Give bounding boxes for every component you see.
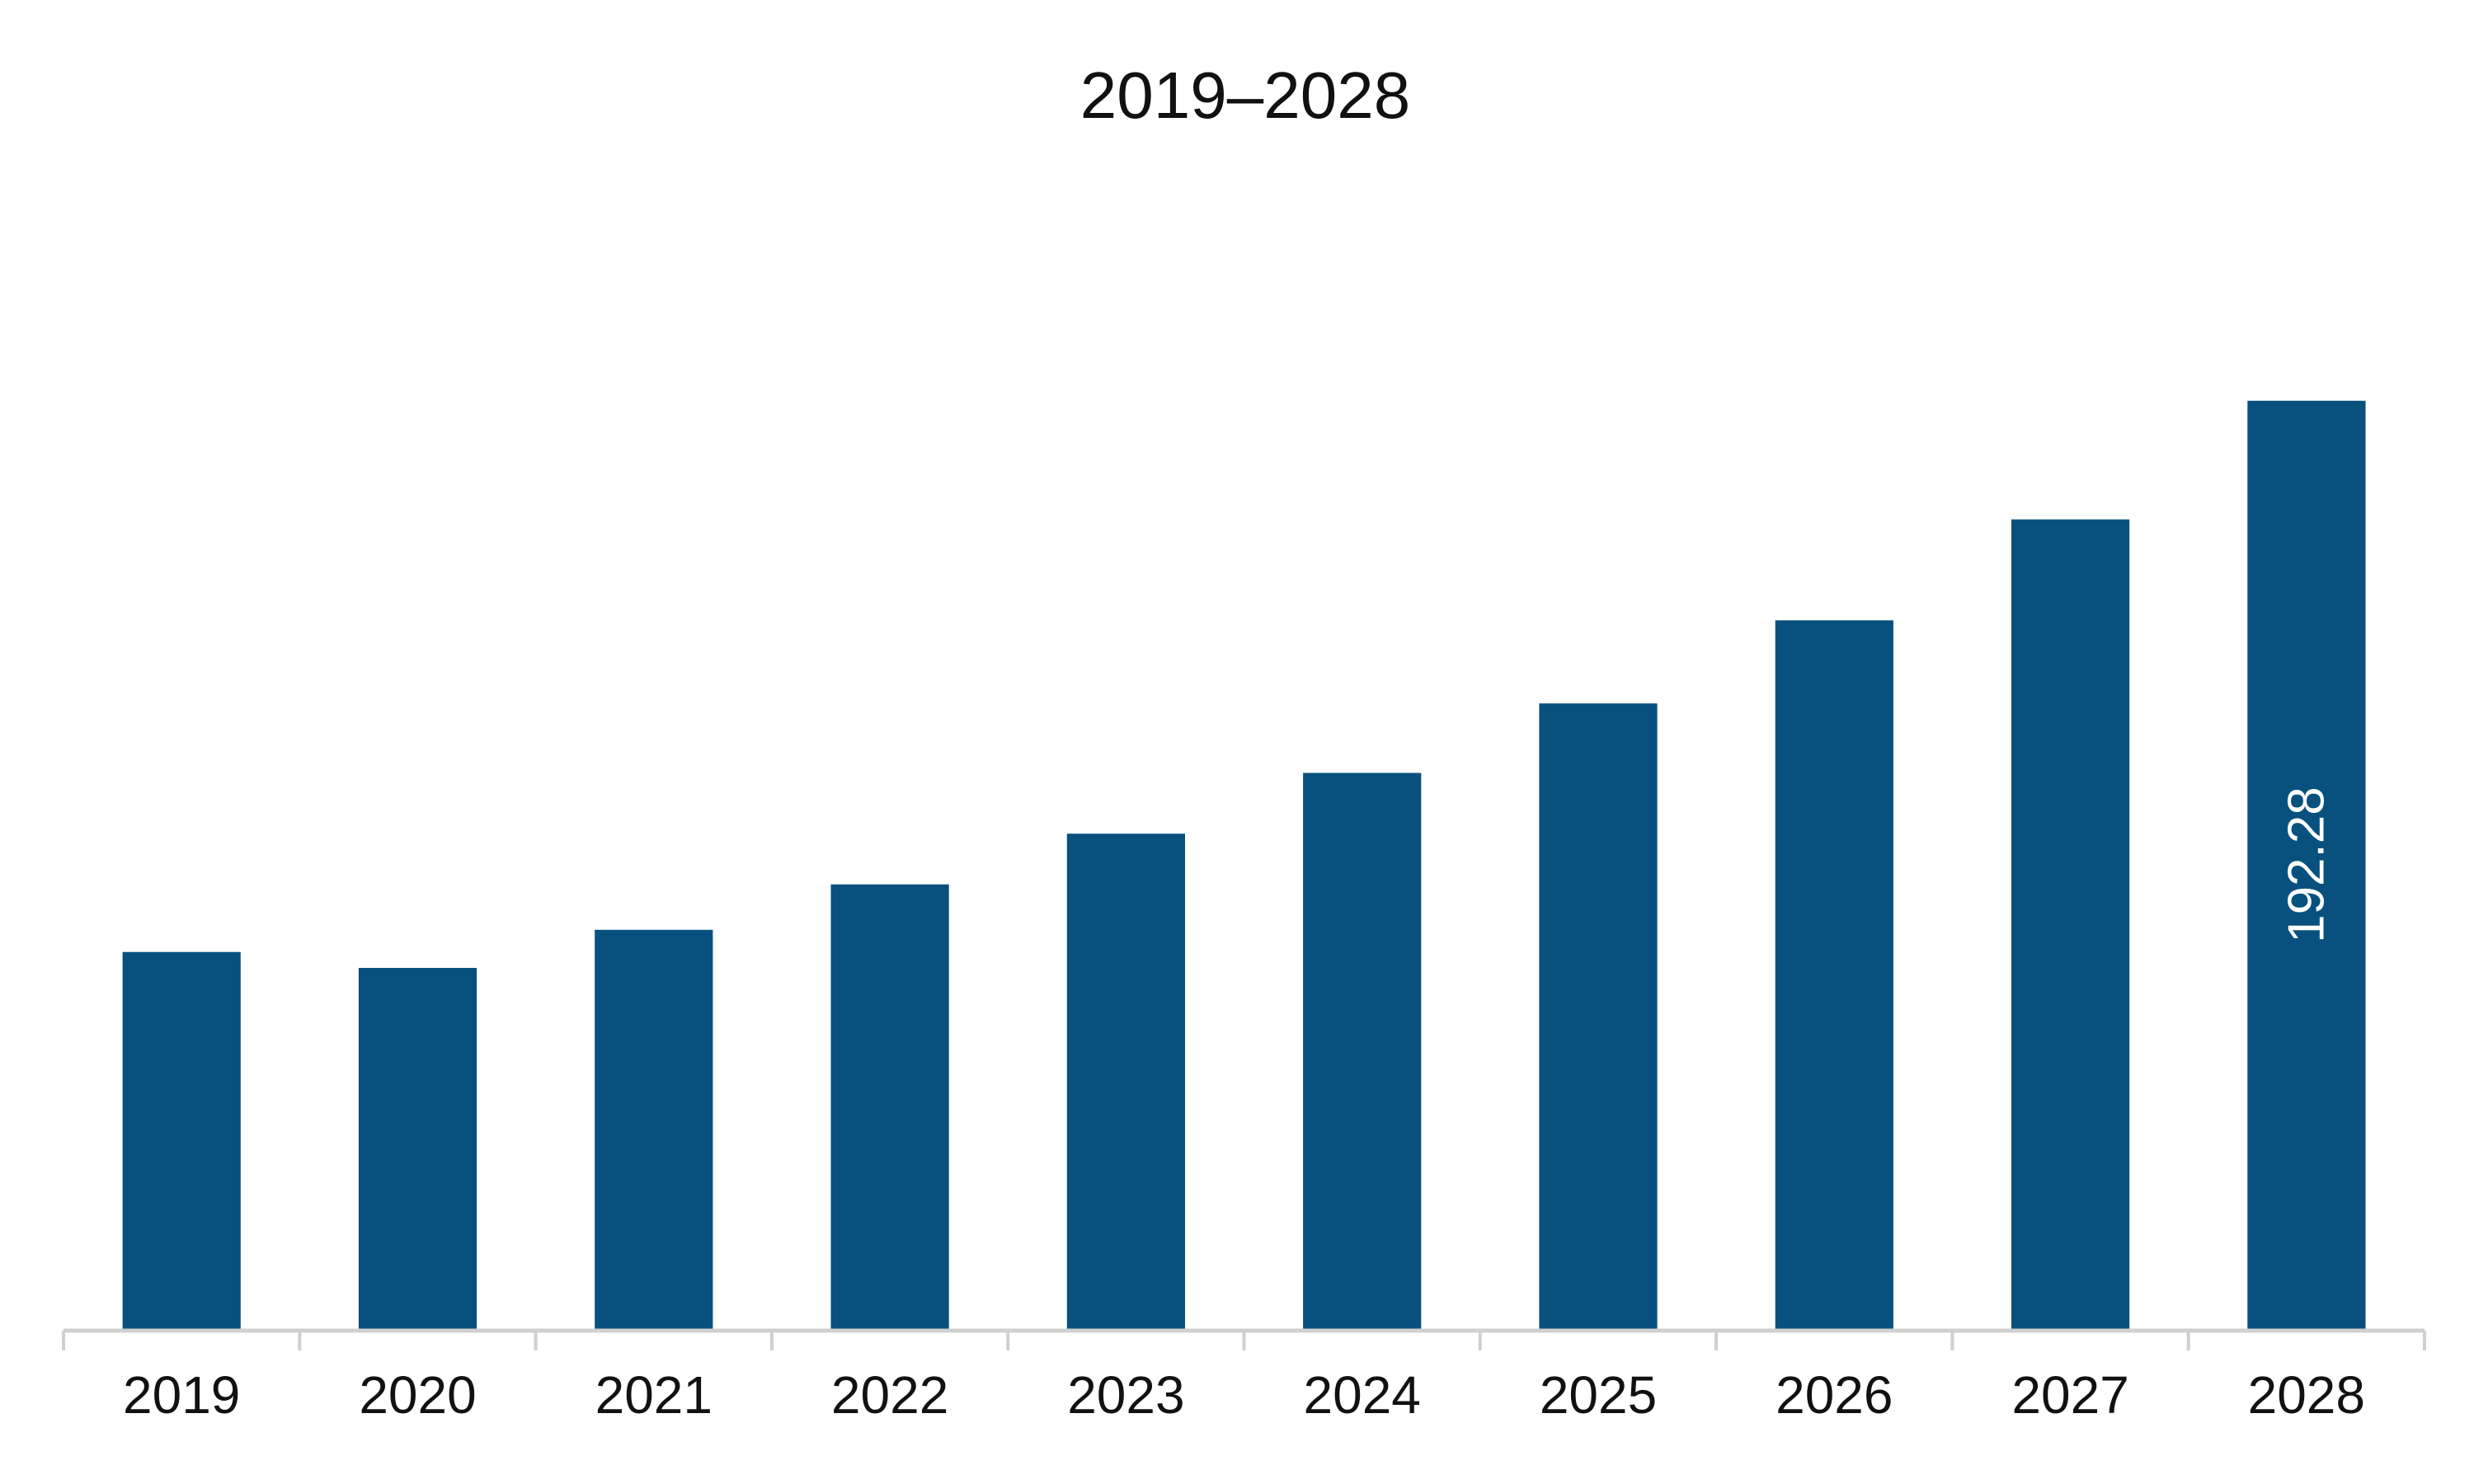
bar-2025: [1539, 703, 1658, 1329]
x-tick-label: 2019: [123, 1365, 240, 1425]
x-tick-label: 2020: [359, 1365, 476, 1425]
x-tick-label: 2027: [2011, 1365, 2128, 1425]
bar-2019: [122, 951, 241, 1329]
x-tick-label: 2028: [2248, 1365, 2365, 1425]
x-tick-label: 2022: [831, 1365, 948, 1425]
bar-2021: [595, 929, 713, 1329]
data-labels: 192.28: [2278, 787, 2335, 943]
bar-2026: [1775, 620, 1893, 1329]
x-tick-labels: 2019 2020 2021 2022 2023 2024 2025 2026 2027 2028: [123, 1365, 2365, 1425]
chart-title: 2019–2028: [1080, 59, 1410, 132]
x-axis: [62, 1328, 2426, 1350]
bars-group: [122, 401, 2366, 1330]
x-tick-label: 2025: [1540, 1365, 1657, 1425]
bar-2028: [2247, 401, 2366, 1330]
bar-2027: [2011, 519, 2130, 1329]
x-tick-label: 2024: [1304, 1365, 1421, 1425]
x-tick-label: 2026: [1776, 1365, 1893, 1425]
x-tick-label: 2023: [1067, 1365, 1184, 1425]
bar-2022: [830, 884, 949, 1329]
bar-2020: [358, 968, 477, 1329]
bar-2024: [1303, 773, 1422, 1329]
data-label-2028: 192.28: [2278, 787, 2335, 943]
x-tick-label: 2021: [595, 1365, 713, 1425]
bar-2023: [1066, 834, 1185, 1329]
